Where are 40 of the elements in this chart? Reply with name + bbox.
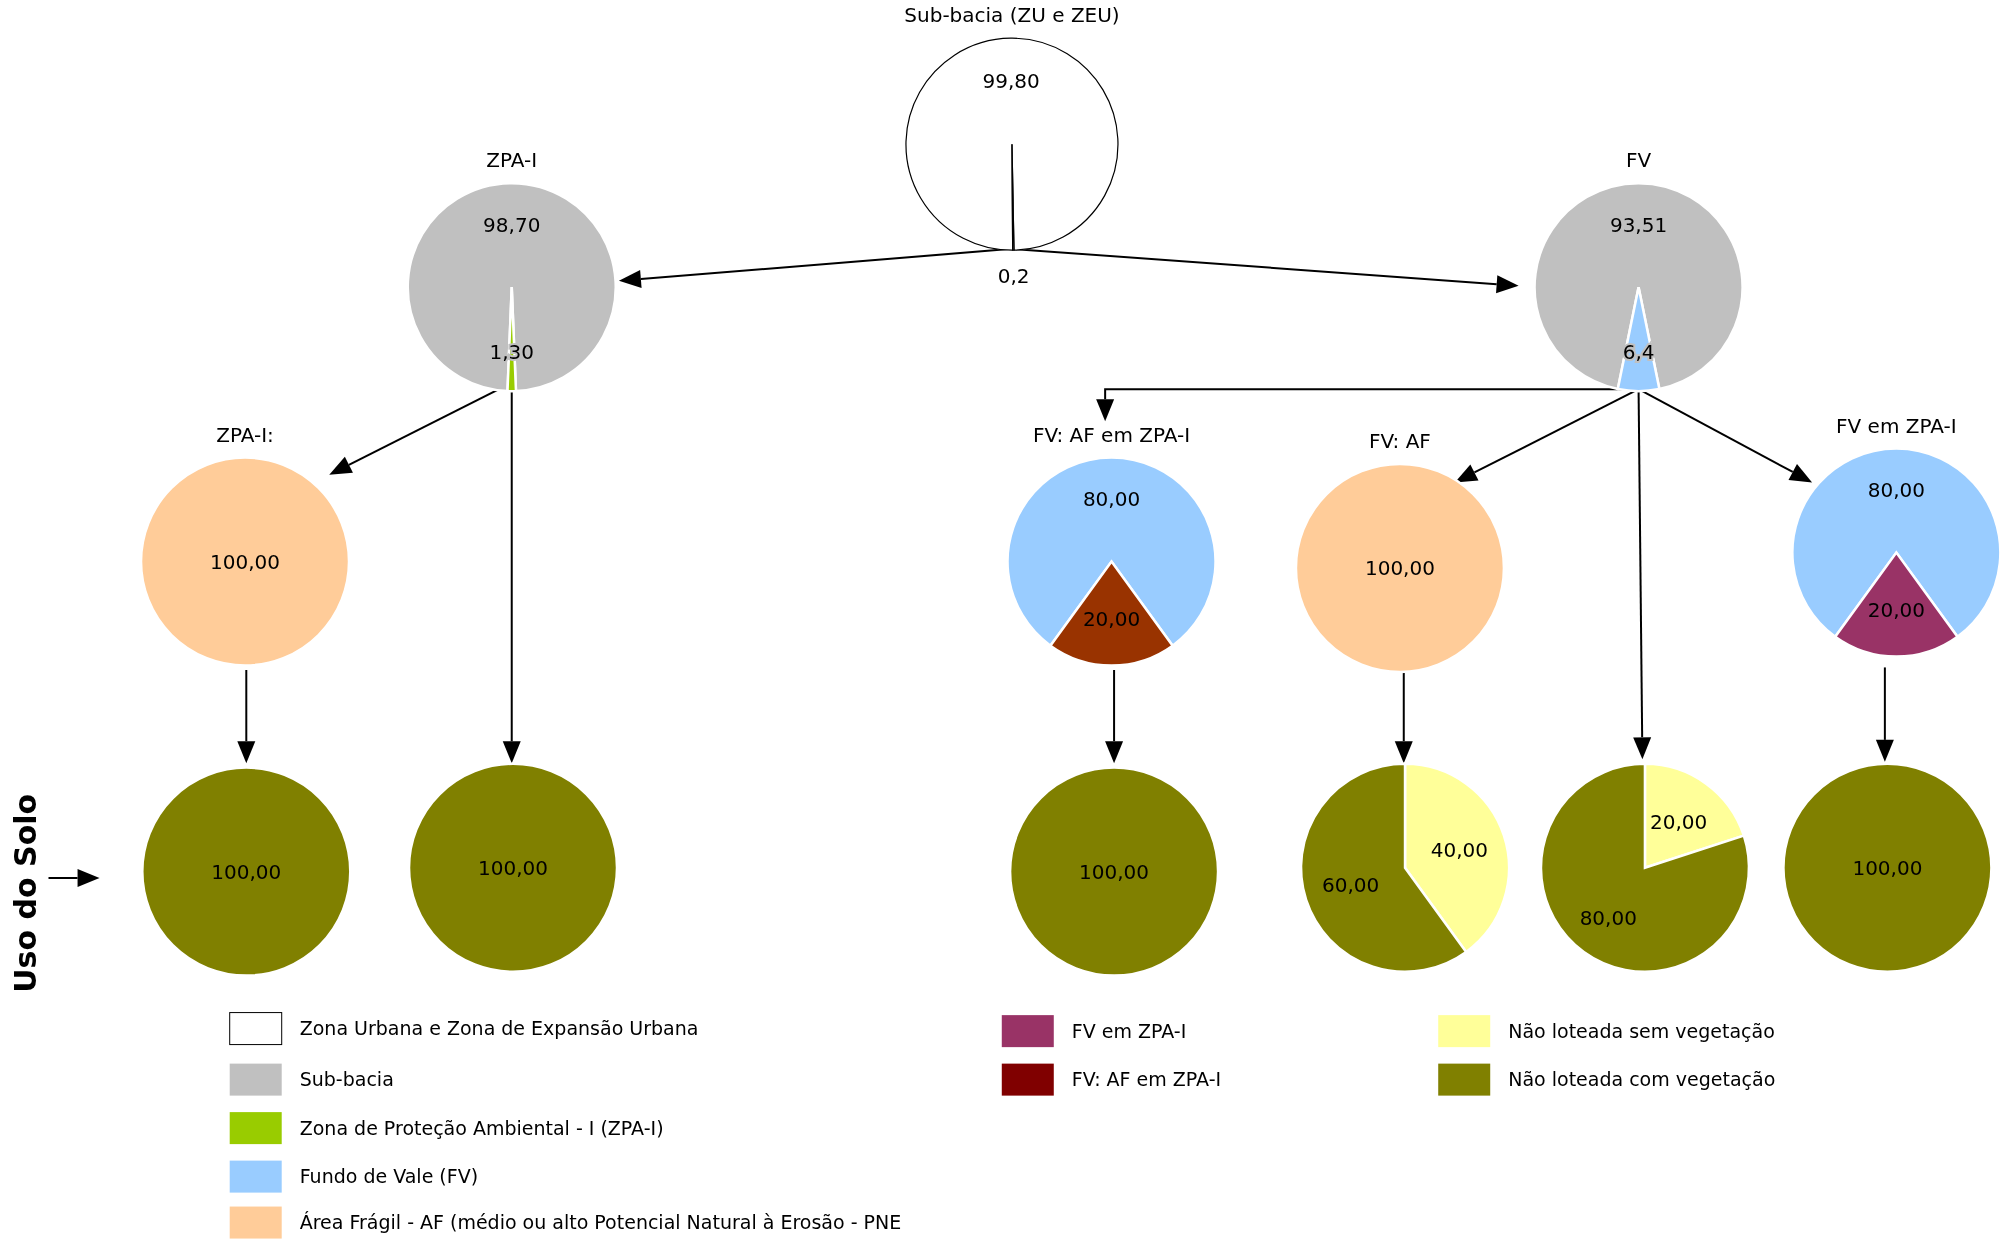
pie-slice (406, 181, 617, 393)
data-label: 20,00 (1649, 809, 1708, 834)
chart-title: FV: AF (1369, 428, 1431, 453)
data-label: 20,00 (1082, 606, 1141, 631)
data-label: 20,00 (1867, 597, 1925, 622)
data-label: 6,4 (1622, 339, 1655, 364)
category-label: FV: AF em ZPA-I (1071, 1068, 1222, 1091)
chart-title: ZPA-I: (216, 422, 274, 447)
chart-title: FV em ZPA-I (1836, 413, 1957, 438)
data-label: 100,00 (478, 855, 548, 880)
data-label: 100,00 (1852, 855, 1923, 880)
chart-title: ZPA-I (486, 148, 538, 173)
data-label: 80,00 (1082, 487, 1141, 512)
category-label: Não loteada sem vegetação (1508, 1019, 1775, 1042)
category-label: Zona de Proteção Ambiental - I (ZPA-I) (299, 1116, 664, 1139)
pie-slice (1533, 181, 1744, 391)
category-label: Zona Urbana e Zona de Expansão Urbana (299, 1017, 699, 1040)
chart-title: FV (1625, 148, 1652, 173)
data-label: 60,00 (1322, 873, 1380, 898)
category-label: FV em ZPA-I (1071, 1019, 1187, 1042)
chart-title: Sub-bacia (ZU e ZEU) (904, 3, 1120, 28)
data-label: 93,51 (1609, 212, 1668, 237)
data-label: 100,00 (1079, 859, 1150, 884)
data-label: 100,00 (211, 859, 282, 884)
data-label: 80,00 (1867, 478, 1925, 503)
category-label: Não loteada com vegetação (1508, 1068, 1776, 1091)
data-label: 100,00 (210, 549, 281, 574)
data-label: 98,70 (483, 212, 541, 237)
pie-slice (905, 37, 1119, 251)
pie-slice (1539, 762, 1751, 973)
data-label: 40,00 (1430, 838, 1489, 863)
text: Uso do Solo (8, 793, 43, 993)
chart-title: FV: AF em ZPA-I (1032, 422, 1191, 447)
data-label: 100,00 (1364, 555, 1435, 580)
category-label: Área Frágil - AF (médio ou alto Potencial Natural à Erosão - PNE (299, 1211, 902, 1234)
category-label: Fundo de Vale (FV) (299, 1165, 479, 1188)
data-label: 80,00 (1579, 906, 1637, 931)
data-label: 99,80 (982, 68, 1040, 93)
data-label: 0,2 (997, 264, 1030, 289)
category-label: Sub-bacia (299, 1068, 394, 1091)
